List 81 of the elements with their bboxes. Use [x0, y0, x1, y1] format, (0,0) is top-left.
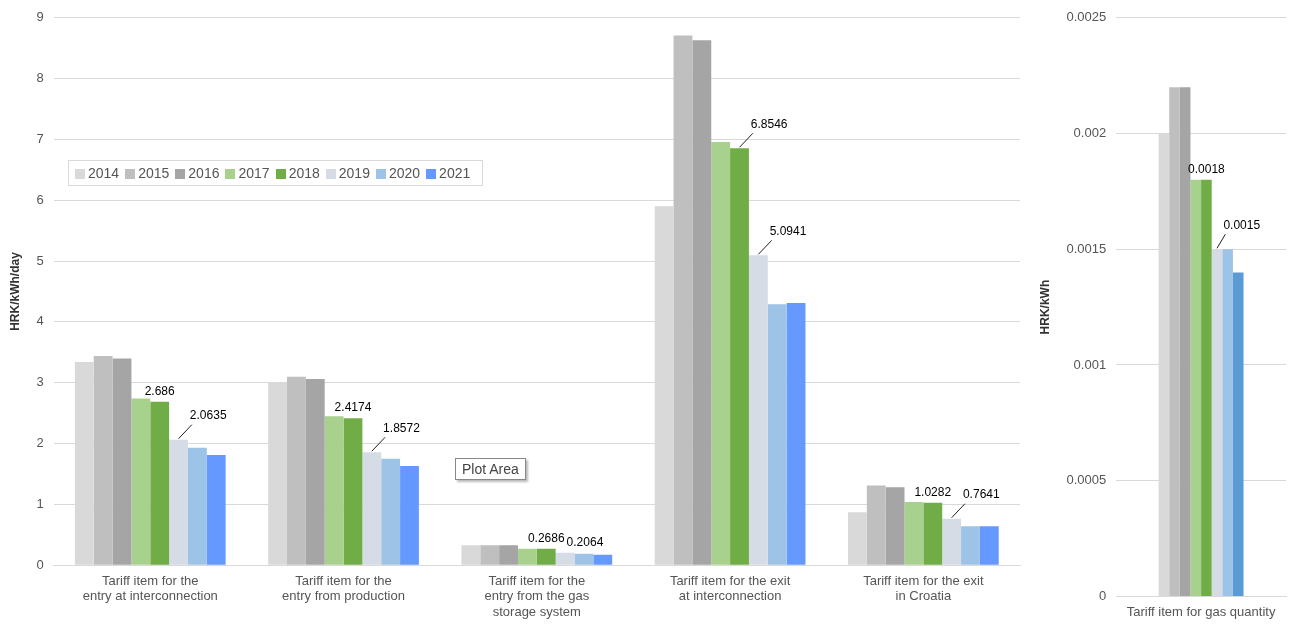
bar — [692, 40, 712, 565]
bar — [324, 416, 344, 565]
x-tick-label: Tariff item for the entry from production — [282, 572, 405, 604]
bar — [499, 545, 518, 565]
data-label: 1.8572 — [383, 420, 421, 435]
y-tick-label: 1 — [36, 495, 44, 511]
y-tick-label: 9 — [36, 9, 44, 25]
data-label: 2.4174 — [334, 400, 372, 415]
x-tick-label: Tariff item for gas quantity — [1126, 603, 1276, 619]
y-tick-label: 0 — [36, 556, 44, 572]
bar — [381, 458, 401, 565]
legend-label: 2015 — [138, 165, 170, 181]
bar — [786, 303, 806, 565]
data-label: 5.0941 — [769, 223, 807, 238]
data-label: 2.0635 — [189, 408, 227, 423]
data-label: 0.2064 — [566, 534, 604, 549]
legend-label: 2021 — [439, 165, 471, 181]
legend-label: 2017 — [238, 165, 270, 181]
bar — [961, 526, 980, 565]
bar — [1201, 179, 1212, 596]
x-tick-label: Tariff item for the entry from the gas storage system — [484, 572, 590, 619]
bar — [1169, 87, 1180, 596]
data-label: 2.686 — [144, 384, 176, 399]
x-tick-label: Tariff item for the exit in Croatia — [863, 572, 984, 604]
bar — [150, 401, 170, 565]
data-label: 0.0018 — [1188, 162, 1226, 177]
bar — [885, 487, 905, 565]
bar — [767, 304, 787, 565]
data-label: 0.7641 — [962, 487, 1000, 502]
bar — [979, 526, 999, 565]
y-axis-title: HRK/kWh/day — [7, 251, 22, 331]
y-tick-label: 2 — [36, 435, 44, 451]
bar — [711, 141, 731, 565]
bar — [904, 501, 924, 565]
bar — [480, 545, 500, 565]
bar — [517, 548, 537, 565]
data-label: 6.8546 — [750, 116, 788, 131]
y-tick-label: 0.001 — [1073, 356, 1107, 372]
x-tick-label: Tariff item for the entry at interconnection — [82, 572, 218, 604]
x-tick-label: Tariff item for the exit at interconnection — [669, 572, 791, 604]
y-tick-label: 0.0005 — [1066, 472, 1107, 488]
bar — [730, 148, 749, 565]
bar — [343, 418, 363, 565]
bar — [112, 358, 132, 565]
bar — [400, 466, 419, 565]
legend-label: 2018 — [288, 165, 320, 181]
bar — [287, 376, 306, 565]
bar — [187, 447, 207, 565]
y-tick-label: 0.002 — [1073, 125, 1107, 141]
bar — [593, 554, 613, 565]
bar — [131, 398, 151, 565]
data-label: 0.0015 — [1223, 217, 1261, 232]
legend-label: 2016 — [188, 165, 220, 181]
bar — [93, 355, 113, 565]
data-label: 1.0282 — [914, 484, 952, 499]
bar — [1211, 249, 1223, 596]
y-tick-label: 0 — [1098, 587, 1107, 603]
y-tick-label: 6 — [36, 191, 44, 207]
bar — [536, 548, 556, 565]
bar — [305, 379, 325, 565]
y-tick-label: 8 — [36, 70, 44, 86]
y-tick-label: 7 — [36, 131, 44, 147]
y-tick-label: 3 — [36, 374, 44, 390]
bar — [923, 502, 943, 565]
bar — [574, 553, 594, 565]
bar — [866, 485, 886, 565]
bar — [673, 35, 693, 565]
bar — [206, 455, 226, 565]
y-tick-label: 0.0015 — [1066, 240, 1107, 256]
legend-label: 2020 — [388, 165, 421, 181]
y-axis-title: HRK/kWh — [1037, 279, 1052, 335]
data-label: 0.2686 — [527, 531, 565, 546]
annotation: Plot Area — [455, 458, 526, 480]
y-tick-label: 0.0025 — [1066, 9, 1107, 25]
y-tick-label: 4 — [36, 313, 44, 329]
y-tick-label: 5 — [36, 252, 44, 268]
bar — [1232, 272, 1244, 596]
bar — [1190, 179, 1202, 596]
legend-label: 2019 — [338, 165, 370, 181]
legend-label: 2014 — [88, 165, 120, 181]
bar — [1222, 249, 1233, 596]
